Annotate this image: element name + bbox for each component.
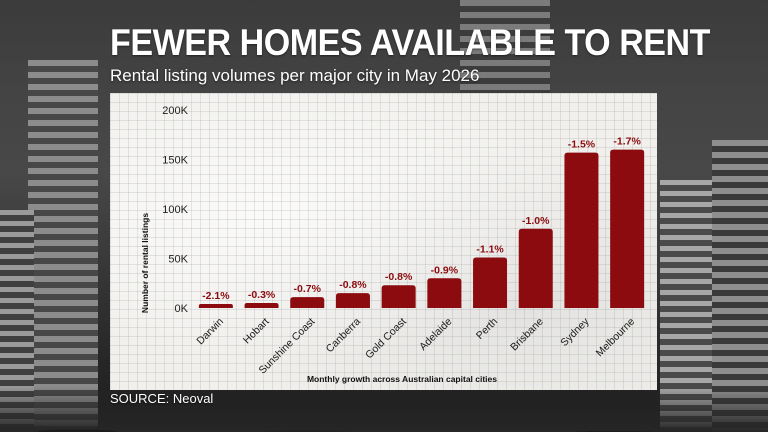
bars	[198, 149, 645, 308]
x-tick-label: Gold Coast	[363, 316, 409, 362]
data-label: -1.0%	[522, 215, 550, 227]
bar	[473, 257, 508, 308]
data-label: -0.8%	[339, 279, 367, 291]
x-tick-label: Melbourne	[594, 316, 638, 360]
bar	[244, 303, 279, 308]
bar-chart: 0K 50K 100K 150K 200K -2.1% -0.3% -0.7% -0.8% -0…	[140, 105, 645, 384]
bar	[564, 152, 599, 308]
source-credit: SOURCE: Neoval	[110, 391, 214, 406]
y-tick-label: 50K	[168, 254, 188, 266]
background-building	[712, 140, 768, 432]
background-building	[28, 60, 98, 432]
data-label: -0.9%	[431, 264, 459, 276]
bar	[290, 297, 325, 308]
x-tick-label: Darwin	[194, 316, 226, 348]
data-label: -0.8%	[385, 271, 413, 283]
data-label: -1.1%	[476, 244, 504, 256]
y-tick-label: 200K	[162, 105, 188, 117]
chart-panel: 0K 50K 100K 150K 200K -2.1% -0.3% -0.7% -0.8% -0…	[110, 93, 657, 390]
bar	[518, 228, 553, 308]
bar	[610, 149, 645, 308]
x-axis-title: Monthly growth across Australian capital…	[307, 374, 497, 384]
x-tick-label: Sydney	[558, 315, 592, 349]
x-tick-label: Adelaide	[417, 316, 454, 353]
bar	[335, 293, 370, 308]
bar	[427, 278, 462, 308]
background-building	[460, 0, 550, 95]
data-label: -0.7%	[294, 283, 322, 295]
page-subtitle: Rental listing volumes per major city in…	[110, 66, 480, 85]
y-tick-label: 150K	[162, 155, 188, 167]
x-tick-label: Canberra	[324, 316, 364, 356]
data-labels: -2.1% -0.3% -0.7% -0.8% -0.8% -0.9% -1.1% -1.0%…	[202, 136, 641, 302]
data-label: -2.1%	[202, 290, 230, 302]
data-label: -0.3%	[248, 289, 276, 301]
x-tick-label: Perth	[474, 316, 500, 342]
x-tick-label: Brisbane	[508, 316, 546, 354]
bar	[381, 285, 416, 308]
page-title: FEWER HOMES AVAILABLE TO RENT	[110, 22, 711, 63]
data-label: -1.7%	[613, 136, 641, 148]
y-tick-label: 100K	[162, 204, 188, 216]
background-trees	[0, 386, 768, 432]
y-axis-ticks: 0K 50K 100K 150K 200K	[162, 105, 188, 315]
x-tick-label: Hobart	[241, 316, 272, 347]
y-axis-title: Number of rental listings	[140, 213, 150, 313]
data-label: -1.5%	[568, 139, 596, 151]
bar	[198, 304, 233, 308]
y-tick-label: 0K	[175, 303, 189, 315]
